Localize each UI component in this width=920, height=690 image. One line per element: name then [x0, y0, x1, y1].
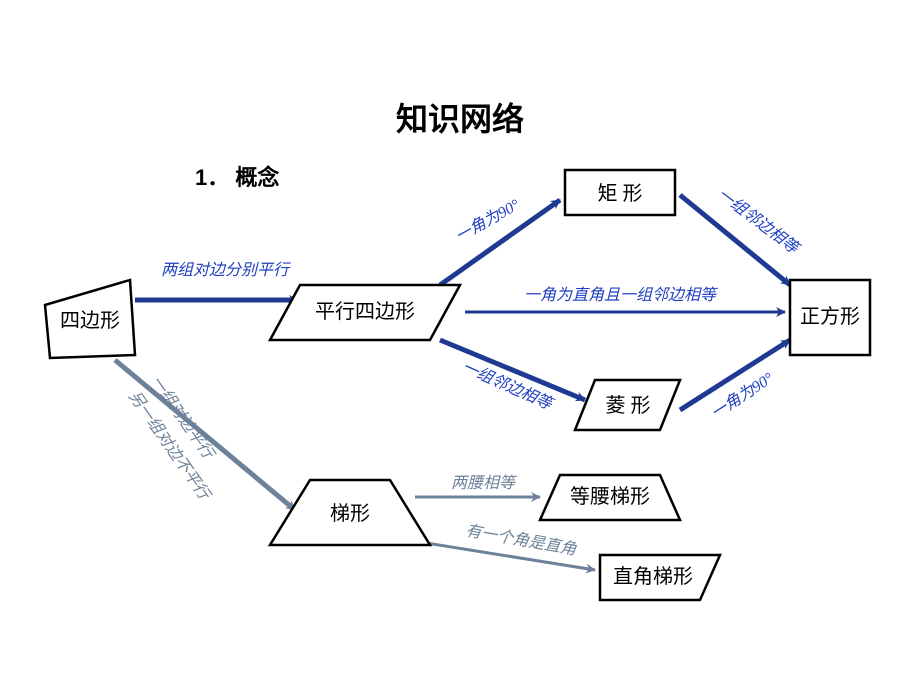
- node-label-trap: 梯形: [330, 502, 370, 525]
- node-label-para: 平行四边形: [315, 300, 415, 323]
- node-label-square: 正方形: [800, 305, 860, 328]
- node-label-rhom: 菱 形: [606, 394, 651, 417]
- page-title: 知识网络: [396, 101, 524, 137]
- node-label-rtrap: 直角梯形: [613, 565, 693, 588]
- edge-label: 一角为直角且一组邻边相等: [524, 286, 719, 304]
- edge-label: 一角为90°: [452, 195, 523, 245]
- node-label-quad: 四边形: [60, 309, 120, 332]
- node-label-isotrap: 等腰梯形: [570, 485, 650, 508]
- edge-label: 一组邻边相等: [714, 185, 804, 259]
- edge-label: 两腰相等: [451, 474, 518, 492]
- edge-label: 一角为90°: [708, 369, 777, 423]
- node-label-rect: 矩 形: [598, 182, 643, 205]
- diagram-canvas: 知识网络1． 概念两组对边分别平行一角为90°一角为直角且一组邻边相等一组邻边相…: [0, 0, 920, 690]
- section-label: 1． 概念: [195, 165, 279, 190]
- edge-label: 两组对边分别平行: [161, 261, 291, 279]
